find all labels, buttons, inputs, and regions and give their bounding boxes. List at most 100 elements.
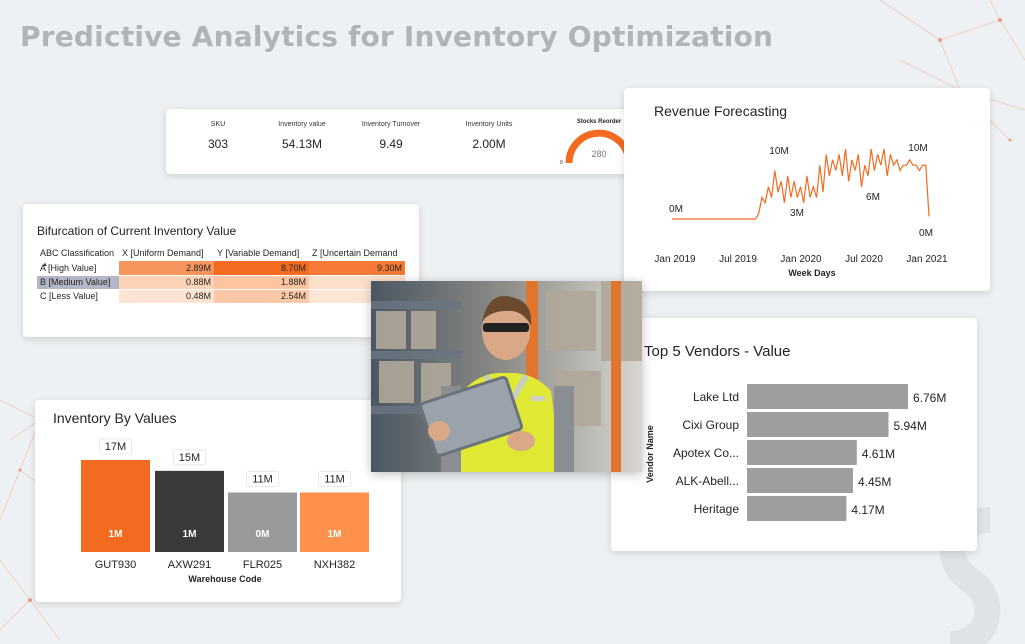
warehouse-worker-photo	[371, 281, 642, 472]
row-label: C [Less Value]	[37, 289, 119, 304]
column-header[interactable]: ABC Classification	[40, 247, 115, 258]
data-label: 10M	[908, 143, 927, 154]
y-tick-label: Heritage	[694, 502, 740, 516]
value-label: 11M	[252, 473, 273, 485]
data-label: 0M	[669, 204, 683, 215]
value-label: 4.61M	[862, 447, 895, 461]
bar[interactable]	[81, 460, 150, 552]
inventory-bar-chart: 17M 1M GUT930 15M 1M AXW291 11M 0M FLR025 11M 1M NX…	[81, 438, 369, 584]
abc-table-title: Bifurcation of Current Inventory Value	[37, 224, 237, 238]
x-tick-label: Jan 2021	[906, 254, 948, 265]
table-cell: 1.88M	[214, 275, 309, 290]
kpi-card: SKU 303 Inventory value 54.13M Inventory…	[166, 109, 663, 174]
kpi-value: 54.13M	[281, 137, 323, 151]
inventory-by-values-card: Inventory By Values 17M 1M GUT930 15M 1M AXW2…	[35, 400, 401, 602]
vendors-bar-chart: Lake Ltd 6.76M Cixi Group 5.94M Apotex Co...…	[645, 384, 946, 521]
abc-table: ABC Classification X [Uniform Demand] Y …	[37, 244, 405, 304]
data-label: 3M	[790, 208, 804, 219]
chart-title: Inventory By Values	[53, 410, 177, 426]
bar[interactable]	[228, 492, 297, 552]
x-axis-title: Warehouse Code	[188, 574, 261, 584]
value-label-box	[318, 471, 351, 487]
value-label: 15M	[179, 452, 200, 464]
gauge-label: Stocks Reorder	[576, 119, 622, 125]
kpi-value: 2.00M	[472, 137, 506, 151]
bar[interactable]	[747, 440, 857, 465]
column-header[interactable]: Y [Variable Demand]	[217, 247, 300, 258]
y-tick-label: Apotex Co...	[673, 446, 739, 460]
inner-label: 1M	[328, 529, 342, 540]
column-header[interactable]: X [Uniform Demand]	[122, 247, 204, 258]
kpi-label: Inventory Turnover	[361, 121, 421, 128]
inner-label: 0M	[256, 529, 270, 540]
kpi-inventory-units: Inventory Units 2.00M	[458, 121, 520, 151]
x-tick-label: Jan 2019	[654, 254, 696, 265]
value-label-box	[246, 471, 279, 487]
data-label: 0M	[919, 228, 933, 239]
table-row[interactable]: A [High Value] 2.89M 8.70M 9.30M	[37, 261, 405, 276]
value-label: 5.94M	[893, 419, 926, 433]
table-cell: 9.30M	[309, 261, 405, 276]
y-tick-label: Cixi Group	[682, 418, 739, 432]
value-label: 11M	[324, 473, 345, 485]
table-cell: 0.48M	[119, 289, 214, 304]
chart-title: Top 5 Vendors - Value	[644, 343, 791, 360]
data-label: 6M	[866, 192, 880, 203]
kpi-value: 9.49	[379, 137, 403, 151]
kpi-inventory-turnover: Inventory Turnover 9.49	[356, 121, 426, 151]
bar[interactable]	[155, 470, 224, 552]
revenue-line-chart: 0M 10M 3M 6M 10M 0M Jan 2019 Jul 2019 Jan 2020 Ju…	[654, 143, 948, 278]
kpi-label: Inventory Units	[465, 121, 513, 128]
table-cell: 0.88M	[119, 275, 214, 290]
gauge-value: 280	[591, 149, 607, 159]
revenue-forecasting-card: Revenue Forecasting 0M 10M 3M 6M 10M 0M Jan 20…	[624, 88, 990, 291]
column-header[interactable]: Z [Uncertain Demand	[312, 247, 398, 258]
x-tick-label: Jan 2020	[780, 254, 822, 265]
table-row[interactable]: B [Medium Value] 0.88M 1.88M	[37, 275, 405, 290]
page-title: Predictive Analytics for Inventory Optim…	[20, 20, 774, 53]
table-row[interactable]: C [Less Value] 0.48M 2.54M	[37, 289, 405, 304]
bar[interactable]	[747, 468, 853, 493]
row-label: A [High Value]	[37, 261, 119, 276]
table-cell: 2.89M	[119, 261, 214, 276]
sort-ascending-icon[interactable]: ▲	[42, 262, 48, 268]
top-vendors-card: Top 5 Vendors - Value Lake Ltd 6.76M Cixi …	[611, 318, 977, 551]
data-label: 10M	[769, 146, 788, 157]
table-header-row: ABC Classification X [Uniform Demand] Y …	[37, 244, 405, 261]
bar[interactable]	[747, 384, 908, 409]
kpi-label: SKU	[210, 121, 226, 128]
bar[interactable]	[300, 492, 369, 552]
x-tick-label: NXH382	[314, 559, 356, 571]
kpi-inventory-value: Inventory value 54.13M	[272, 121, 332, 151]
row-label: B [Medium Value]	[37, 275, 119, 290]
series-line[interactable]	[672, 148, 930, 220]
value-label: 4.45M	[858, 475, 891, 489]
x-tick-label: FLR025	[243, 559, 282, 571]
inner-label: 1M	[183, 529, 197, 540]
bar[interactable]	[747, 412, 889, 437]
y-axis-title: Vendor Name	[645, 425, 655, 483]
gauge-fill	[565, 129, 632, 164]
bar[interactable]	[747, 496, 847, 521]
value-label: 6.76M	[913, 391, 946, 405]
gauge-min: 0	[560, 160, 563, 166]
x-tick-label: AXW291	[168, 559, 211, 571]
value-label-box	[99, 438, 132, 455]
kpi-sku: SKU 303	[198, 121, 238, 151]
chart-title: Revenue Forecasting	[654, 103, 788, 119]
value-label-box	[173, 449, 206, 466]
kpi-label: Inventory value	[278, 121, 326, 128]
table-cell: 2.54M	[214, 289, 309, 304]
y-tick-label: ALK-Abell...	[676, 474, 739, 488]
abc-classification-card: Bifurcation of Current Inventory Value A…	[23, 204, 419, 337]
y-tick-label: Lake Ltd	[693, 390, 739, 404]
kpi-value: 303	[207, 137, 229, 151]
value-label: 17M	[105, 441, 126, 453]
value-label: 4.17M	[851, 503, 884, 517]
x-axis-title: Week Days	[788, 268, 835, 278]
x-tick-label: GUT930	[95, 559, 137, 571]
table-cell: 8.70M	[214, 261, 309, 276]
x-tick-label: Jul 2020	[845, 254, 883, 265]
x-tick-label: Jul 2019	[719, 254, 757, 265]
photo-illustration	[371, 281, 642, 472]
